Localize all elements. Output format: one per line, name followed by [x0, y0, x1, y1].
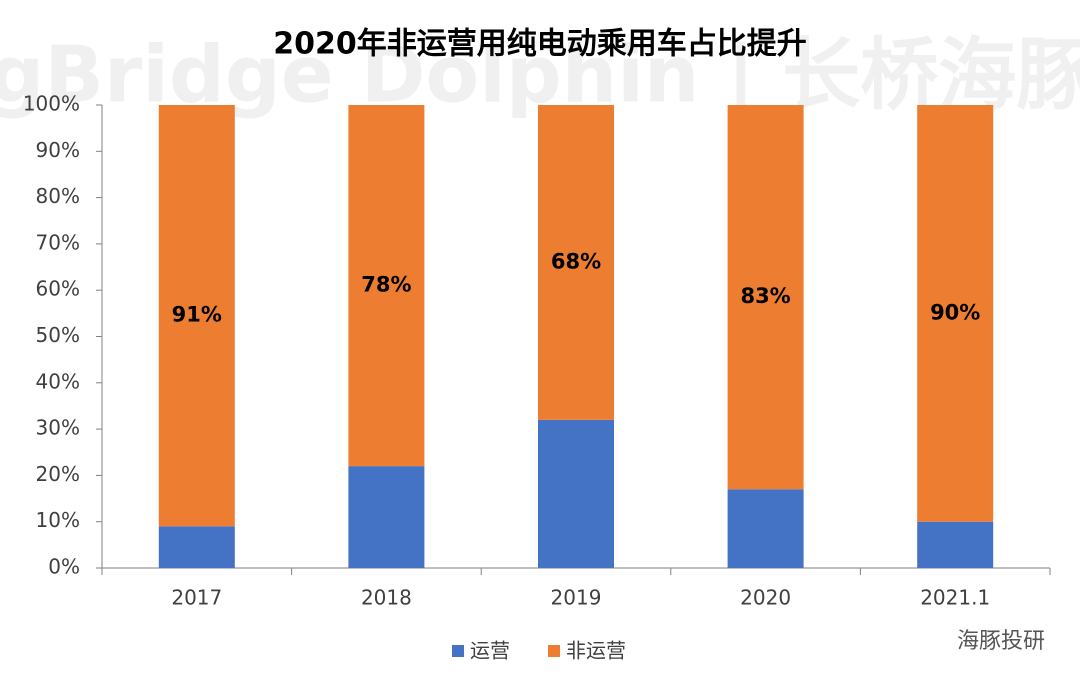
- bar-segment: [727, 489, 804, 568]
- y-tick-label: 80%: [36, 184, 80, 208]
- y-tick-label: 90%: [36, 138, 80, 162]
- bar-segment: [348, 105, 425, 467]
- bar-segment: [917, 105, 994, 522]
- bar-segment: [538, 419, 614, 568]
- value-label: 68%: [551, 249, 601, 273]
- y-tick-label: 70%: [36, 230, 80, 254]
- chart-title: 2020年非运营用纯电动乘用车占比提升: [273, 27, 807, 62]
- x-tick-label: 2019: [551, 586, 602, 610]
- y-tick-label: 60%: [36, 277, 80, 301]
- y-tick-label: 30%: [36, 416, 80, 440]
- bar-segment: [158, 105, 235, 527]
- x-tick-label: 2021.1: [920, 586, 990, 610]
- y-tick-label: 0%: [48, 555, 80, 579]
- badge: 海豚投研: [957, 629, 1045, 654]
- value-label: 78%: [361, 273, 411, 297]
- x-tick-label: 2017: [171, 586, 222, 610]
- bar-segment: [348, 466, 425, 568]
- value-label: 91%: [172, 303, 222, 327]
- y-tick-label: 50%: [36, 323, 80, 347]
- legend-swatch: [452, 645, 464, 657]
- bar-segment: [917, 521, 994, 568]
- bar-segment: [158, 526, 235, 568]
- value-label: 83%: [740, 284, 790, 308]
- y-tick-label: 100%: [23, 92, 80, 116]
- x-tick-label: 2018: [361, 586, 412, 610]
- legend-label: 非运营: [566, 639, 626, 663]
- value-label: 90%: [930, 300, 980, 324]
- bar-segment: [727, 105, 804, 490]
- x-tick-label: 2020: [740, 586, 791, 610]
- bar-segment: [538, 105, 614, 420]
- legend-swatch: [548, 645, 560, 657]
- y-tick-label: 40%: [36, 369, 80, 393]
- y-tick-label: 20%: [36, 462, 80, 486]
- legend-label: 运营: [470, 639, 510, 663]
- y-tick-label: 10%: [36, 508, 80, 532]
